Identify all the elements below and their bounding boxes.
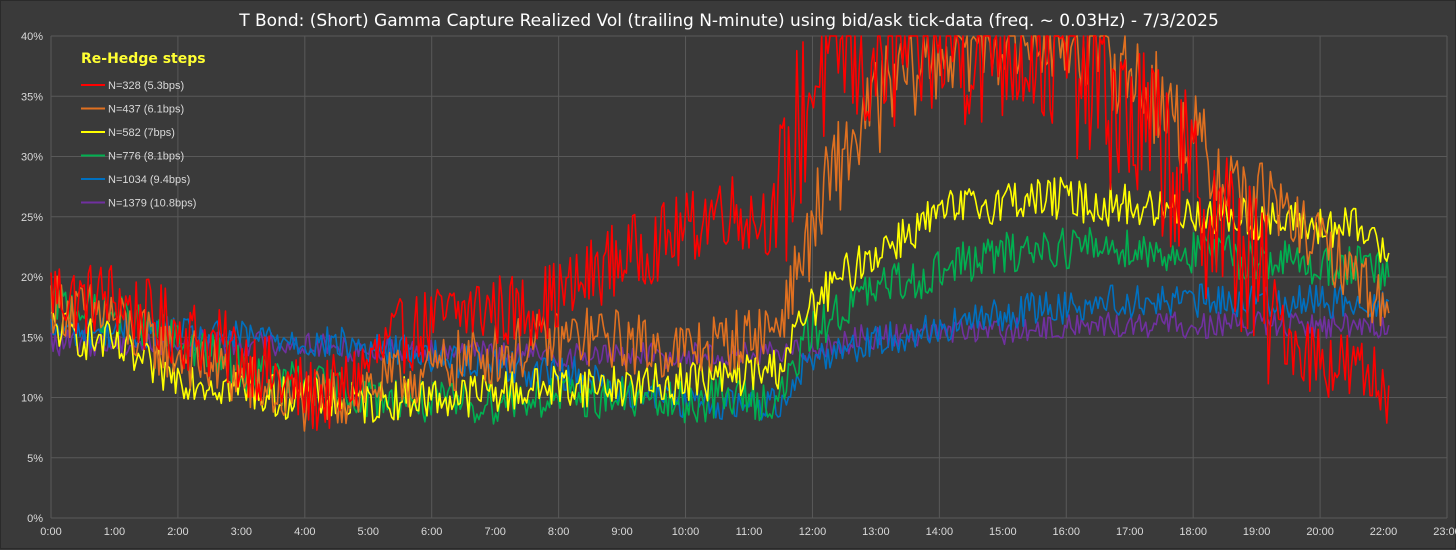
x-tick-label: 23:00 xyxy=(1433,526,1456,538)
legend-title: Re-Hedge steps xyxy=(81,51,206,67)
grid-layer xyxy=(50,35,1448,519)
y-tick-label: 30% xyxy=(21,152,43,164)
legend-label: N=1379 (10.8bps) xyxy=(108,198,196,210)
x-tick-label: 6:00 xyxy=(421,526,442,538)
x-tick-label: 11:00 xyxy=(736,526,763,538)
series-line-3 xyxy=(50,176,1390,424)
x-axis-ticks: 0:00 1:00 2:00 3:00 4:00 5:00 6:00 7:00 8:00 9:00… xyxy=(40,526,1456,538)
y-tick-label: 15% xyxy=(21,332,43,344)
x-tick-label: 20:00 xyxy=(1306,526,1334,538)
x-tick-label: 18:00 xyxy=(1179,526,1207,538)
x-tick-label: 15:00 xyxy=(989,526,1017,538)
series-layer xyxy=(50,35,1390,432)
x-tick-label: 0:00 xyxy=(40,526,61,538)
x-tick-label: 14:00 xyxy=(926,526,954,538)
legend-label: N=776 (8.1bps) xyxy=(108,151,184,163)
y-tick-label: 20% xyxy=(21,272,43,284)
y-tick-label: 0% xyxy=(27,513,43,525)
legend-label: N=437 (6.1bps) xyxy=(108,104,184,116)
y-tick-label: 5% xyxy=(27,453,43,465)
x-tick-label: 3:00 xyxy=(231,526,252,538)
x-tick-label: 17:00 xyxy=(1116,526,1144,538)
x-tick-label: 4:00 xyxy=(294,526,315,538)
y-tick-label: 40% xyxy=(21,31,43,43)
legend: Re-Hedge steps N=328 (5.3bps) N=437 (6.1b… xyxy=(81,51,206,210)
x-tick-label: 5:00 xyxy=(358,526,379,538)
legend-items: N=328 (5.3bps) N=437 (6.1bps) N=582 (7bps)… xyxy=(81,80,196,210)
x-tick-label: 2:00 xyxy=(167,526,188,538)
x-tick-label: 22:00 xyxy=(1370,526,1398,538)
series-line-1 xyxy=(50,35,1390,432)
x-tick-label: 13:00 xyxy=(862,526,890,538)
x-tick-label: 19:00 xyxy=(1243,526,1271,538)
y-axis-ticks: 0% 5% 10% 15% 20% 25% 30% 35% 40% xyxy=(21,31,43,525)
y-tick-label: 35% xyxy=(21,91,43,103)
legend-label: N=1034 (9.4bps) xyxy=(108,174,190,186)
x-tick-label: 8:00 xyxy=(548,526,569,538)
legend-label: N=582 (7bps) xyxy=(108,127,175,139)
x-tick-label: 16:00 xyxy=(1053,526,1081,538)
x-tick-label: 7:00 xyxy=(484,526,505,538)
series-line-4 xyxy=(50,227,1390,425)
series-line-5 xyxy=(50,283,1390,421)
chart-title: T Bond: (Short) Gamma Capture Realized V… xyxy=(238,11,1219,31)
legend-label: N=328 (5.3bps) xyxy=(108,80,184,92)
x-tick-label: 12:00 xyxy=(799,526,827,538)
x-tick-label: 1:00 xyxy=(104,526,125,538)
x-tick-label: 9:00 xyxy=(611,526,632,538)
y-tick-label: 10% xyxy=(21,393,43,405)
y-tick-label: 25% xyxy=(21,212,43,224)
x-tick-label: 10:00 xyxy=(672,526,700,538)
